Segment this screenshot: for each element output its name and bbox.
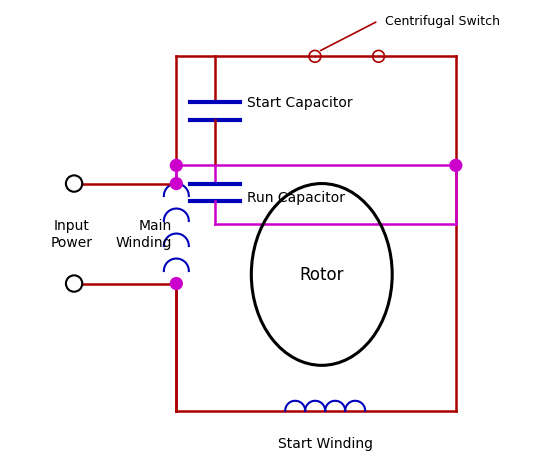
Circle shape: [450, 160, 462, 172]
Circle shape: [170, 160, 182, 172]
Text: Main
Winding: Main Winding: [115, 219, 172, 249]
Text: Input
Power: Input Power: [51, 219, 93, 249]
Text: Start Winding: Start Winding: [278, 436, 372, 450]
Text: Start Capacitor: Start Capacitor: [247, 95, 353, 110]
Circle shape: [170, 178, 182, 190]
Text: Centrifugal Switch: Centrifugal Switch: [385, 15, 500, 28]
Circle shape: [170, 278, 182, 290]
Text: Run Capacitor: Run Capacitor: [247, 191, 345, 205]
Text: Rotor: Rotor: [300, 266, 344, 284]
